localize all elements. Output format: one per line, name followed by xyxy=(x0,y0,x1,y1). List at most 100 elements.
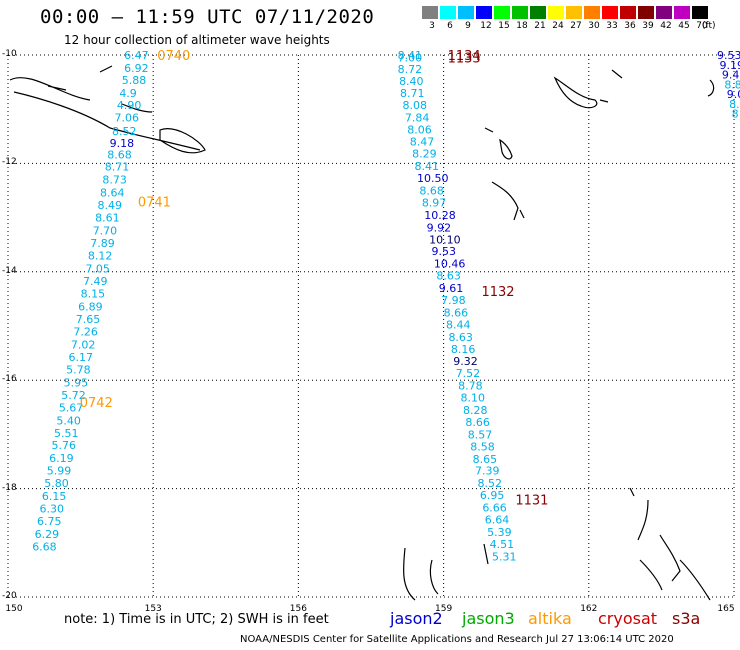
swh-point: 6.92 xyxy=(124,62,149,75)
swh-point: 8.64 xyxy=(100,187,125,200)
chart-subtitle: 12 hour collection of altimeter wave hei… xyxy=(64,33,330,47)
swh-point: 8.08 xyxy=(402,99,427,112)
swh-point: 7.65 xyxy=(76,313,101,326)
chart-title: 00:00 – 11:59 UTC 07/11/2020 xyxy=(40,6,375,28)
legend-swatch-42 xyxy=(656,6,672,19)
time-label: 1131 xyxy=(515,493,548,508)
swh-point: 9.18 xyxy=(110,137,135,150)
swh-point: 8.10 xyxy=(461,392,486,405)
swh-point: 8.52 xyxy=(477,477,502,490)
swh-point: 7.00 xyxy=(398,52,423,65)
swh-point: 8.49 xyxy=(98,199,123,212)
legend-label-36: 36 xyxy=(624,21,636,31)
swh-point: 8.61 xyxy=(95,212,120,225)
time-label: 0741 xyxy=(138,195,171,210)
legend-label-30: 30 xyxy=(588,21,600,31)
y-tick-label: -16 xyxy=(2,374,17,385)
swh-point: 5.78 xyxy=(66,363,91,376)
swh-point: 8.66 xyxy=(465,416,490,429)
swh-point: 4.51 xyxy=(490,538,514,551)
swh-point: 5.88 xyxy=(122,74,146,87)
swh-point: 5.39 xyxy=(487,526,512,539)
legend-swatch-39 xyxy=(638,6,654,19)
time-label: 0742 xyxy=(80,396,113,411)
coastline-vanuatu-islands xyxy=(553,69,715,109)
coastline-south-islands xyxy=(402,543,489,601)
legend-swatch-30 xyxy=(584,6,600,19)
swh-point: 6.47 xyxy=(124,49,149,62)
swh-point: 8. xyxy=(729,98,740,111)
swh-point: 5.51 xyxy=(54,427,78,440)
legend-label-12: 12 xyxy=(480,21,492,31)
legend-label-45: 45 xyxy=(678,21,690,31)
legend-swatch-3 xyxy=(422,6,438,19)
swh-point: 9.0 xyxy=(727,88,740,101)
swh-point: 8.73 xyxy=(102,174,127,187)
swh-point: 6.66 xyxy=(482,502,507,515)
swh-point: 8.16 xyxy=(451,343,476,356)
legend-label-21: 21 xyxy=(534,21,546,31)
legend-label-42: 42 xyxy=(660,21,672,31)
time-label: 1133 xyxy=(448,52,481,67)
legend-label-24: 24 xyxy=(552,21,564,31)
swh-point: 6.68 xyxy=(32,541,57,554)
swh-point: 9.92 xyxy=(427,221,452,234)
swh-point: 8.40 xyxy=(399,75,424,88)
satellite-label-jason2: jason2 xyxy=(390,609,443,628)
swh-point: 8.65 xyxy=(473,453,498,466)
swh-point: 8.44 xyxy=(446,318,471,331)
swh-points: 6.476.925.884.94.907.068.529.188.688.718… xyxy=(32,49,740,563)
swh-point: 7.52 xyxy=(456,367,481,380)
y-tick-label: -10 xyxy=(2,49,17,59)
swh-point: 7.84 xyxy=(405,111,430,124)
swh-point: 9.19 xyxy=(719,59,740,72)
legend-label-18: 18 xyxy=(516,21,528,31)
time-label: 1134 xyxy=(448,49,481,64)
x-tick-label: 162 xyxy=(580,604,598,614)
legend-label-70: 70 xyxy=(696,21,708,31)
swh-point: 8.66 xyxy=(444,306,469,319)
swh-point: 10.46 xyxy=(434,258,466,271)
legend-label-6: 6 xyxy=(447,21,453,31)
legend-swatch-15 xyxy=(494,6,510,19)
swh-point: 10.50 xyxy=(417,172,449,185)
swh-point: 8.41 xyxy=(415,160,440,173)
swh-point: 6.29 xyxy=(35,528,60,541)
swh-point: 8.71 xyxy=(105,161,130,174)
swh-point: 8.58 xyxy=(470,440,495,453)
swh-point: 5.76 xyxy=(52,439,76,452)
swh-point: 8.41 xyxy=(398,49,423,62)
swh-point: 7.06 xyxy=(114,111,139,124)
swh-point: 8.15 xyxy=(81,287,106,300)
swh-point: 5.31 xyxy=(492,550,517,563)
legend-swatch-70 xyxy=(692,6,708,19)
swh-point: 8.72 xyxy=(398,63,423,76)
swh-point: 4.9 xyxy=(119,87,137,100)
swh-point: 8 xyxy=(732,108,739,121)
y-tick-label: -14 xyxy=(2,265,17,276)
swh-point: 6.89 xyxy=(78,300,103,313)
swh-point: 8.68 xyxy=(107,149,132,162)
swh-point: 6.15 xyxy=(42,490,67,503)
legend-swatch-33 xyxy=(602,6,618,19)
footer-credit: NOAA/NESDIS Center for Satellite Applica… xyxy=(240,634,674,645)
swh-point: 8.63 xyxy=(436,270,461,283)
legend-unit: (ft) xyxy=(702,21,716,31)
legend-label-27: 27 xyxy=(570,21,582,31)
swh-point: 8.71 xyxy=(400,87,425,100)
legend-label-3: 3 xyxy=(429,21,435,31)
swh-point: 8.97 xyxy=(422,196,447,209)
x-tick-label: 150 xyxy=(5,604,23,614)
swh-point: 7.39 xyxy=(475,465,500,478)
swh-point: 9.53 xyxy=(432,245,457,258)
swh-point: 8.52 xyxy=(112,125,137,138)
swh-point: 8.57 xyxy=(468,428,493,441)
time-label: 0740 xyxy=(157,49,190,64)
swh-point: 8.06 xyxy=(407,123,432,136)
swh-point: 6.95 xyxy=(480,489,505,502)
time-label: 1132 xyxy=(481,285,514,300)
y-tick-label: -20 xyxy=(2,591,17,601)
swh-point: 9.53 xyxy=(717,49,740,62)
satellite-label-altika: altika xyxy=(528,609,572,628)
